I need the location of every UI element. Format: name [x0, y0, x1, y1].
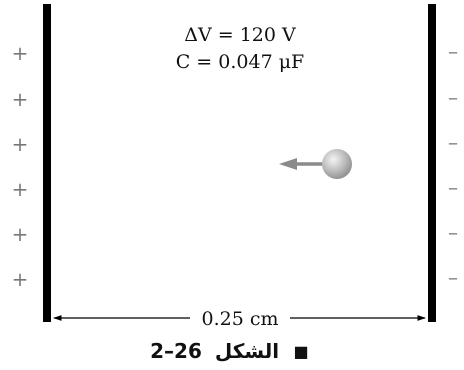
- plus-sign: +: [12, 87, 29, 111]
- minus-sign: –: [448, 39, 458, 63]
- capacitance-label: C = 0.047 μF: [176, 51, 305, 73]
- minus-sign: –: [448, 220, 458, 244]
- left-plate: [43, 4, 51, 322]
- plus-sign: +: [12, 41, 29, 65]
- voltage-label: ΔV = 120 V: [184, 24, 296, 46]
- plus-sign: +: [12, 222, 29, 246]
- plus-sign: +: [12, 177, 29, 201]
- minus-sign: –: [448, 130, 458, 154]
- minus-sign: –: [448, 175, 458, 199]
- left-plate-signs: + + + + + +: [12, 41, 29, 291]
- minus-sign: –: [448, 85, 458, 109]
- distance-label: 0.25 cm: [201, 308, 278, 330]
- plus-sign: +: [12, 267, 29, 291]
- right-plate: [428, 4, 436, 322]
- caption-number: 2–26: [150, 339, 202, 363]
- right-plate-signs: – – – – – –: [448, 39, 458, 289]
- caption-bullet: ■: [293, 342, 308, 361]
- plus-sign: +: [12, 132, 29, 156]
- caption-word: الشكل: [215, 339, 279, 363]
- motion-arrow-head: [279, 158, 297, 170]
- charge-sphere: [322, 149, 352, 179]
- minus-sign: –: [448, 265, 458, 289]
